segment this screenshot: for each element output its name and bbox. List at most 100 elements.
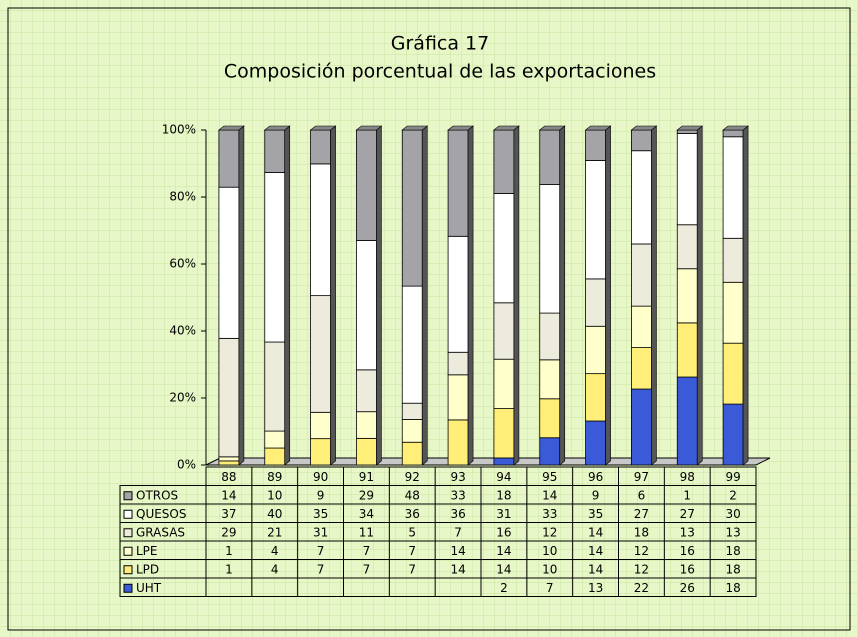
bar-segment (401, 419, 423, 443)
bar-side (284, 125, 291, 466)
bar-side (330, 125, 336, 466)
table-value: 33 (450, 488, 465, 502)
bar-segment (356, 411, 377, 439)
x-tick-label: 91 (359, 470, 374, 484)
table-value: 16 (680, 562, 695, 576)
bar-top (722, 125, 749, 131)
bar-segment (310, 129, 331, 165)
chart-border (7, 7, 851, 631)
bar-segment (264, 341, 286, 432)
bar-top (538, 125, 566, 131)
x-tick-label: 88 (221, 470, 236, 484)
table-value: 35 (588, 507, 603, 521)
table-value: 14 (450, 562, 465, 576)
bar-segment (310, 438, 331, 466)
bar-segment (585, 278, 606, 327)
legend-key (123, 509, 133, 519)
bar-segment (310, 295, 331, 413)
table-value: 31 (496, 507, 511, 521)
bar-segment (401, 441, 423, 466)
table-value: 48 (405, 488, 420, 502)
table-value: 10 (542, 544, 557, 558)
table-value: 1 (683, 488, 691, 502)
bar-segment (722, 136, 744, 239)
bar-segment (539, 184, 561, 314)
legend-key (123, 546, 133, 556)
table-value: 36 (405, 507, 420, 521)
table-value: 29 (221, 525, 236, 539)
bar-segment (264, 172, 286, 343)
table-value: 14 (496, 562, 511, 576)
bar-top (584, 125, 612, 131)
table-value: 40 (267, 507, 282, 521)
bar-segment (493, 129, 515, 194)
bar-segment (401, 402, 423, 420)
bar-segment (493, 302, 515, 360)
table-value: 7 (317, 562, 325, 576)
table-value: 18 (725, 562, 740, 576)
bar-segment (676, 224, 698, 270)
y-tick-label: 20% (169, 391, 196, 405)
bar-segment (539, 129, 561, 185)
table-value: 16 (680, 544, 695, 558)
table-value: 14 (588, 525, 603, 539)
bar-segment (218, 337, 240, 458)
x-tick-label: 95 (542, 470, 557, 484)
y-tick-label: 80% (169, 190, 196, 204)
bar-top (263, 125, 291, 131)
bar-top (493, 125, 520, 131)
x-tick-label: 90 (313, 470, 328, 484)
bar-segment (401, 285, 423, 404)
table-value: 1 (225, 544, 233, 558)
bar-segment (722, 403, 744, 466)
bar-segment (676, 129, 698, 134)
legend-label: LPD (136, 562, 159, 576)
bar-segment (676, 132, 698, 226)
bar-segment (447, 351, 469, 376)
bar-segment (676, 268, 698, 324)
x-tick-label: 92 (405, 470, 420, 484)
bar-segment (585, 373, 606, 422)
bar-top (447, 125, 474, 131)
table-value: 2 (500, 581, 508, 595)
y-tick-label: 0% (177, 458, 196, 472)
bar-segment (356, 369, 377, 413)
table-value: 13 (680, 525, 695, 539)
table-value: 6 (638, 488, 646, 502)
table-value: 4 (271, 562, 279, 576)
table-value: 37 (221, 507, 236, 521)
table-value: 14 (450, 544, 465, 558)
bar-segment (585, 420, 606, 466)
table-value: 34 (359, 507, 374, 521)
bar-side (651, 125, 657, 466)
table-value: 18 (725, 581, 740, 595)
x-tick-label: 98 (680, 470, 695, 484)
table-value: 18 (634, 525, 649, 539)
table-value: 13 (725, 525, 740, 539)
bar-segment (631, 129, 652, 152)
legend-key (123, 528, 133, 538)
bar-segment (218, 186, 240, 339)
bar-segment (218, 460, 240, 466)
table-value: 12 (634, 544, 649, 558)
table-value: 35 (313, 507, 328, 521)
bar-side (605, 125, 611, 466)
bar-segment (585, 160, 606, 280)
table-value: 7 (408, 544, 416, 558)
x-tick-label: 99 (725, 470, 740, 484)
table-value: 18 (725, 544, 740, 558)
table-value: 31 (313, 525, 328, 539)
bar-segment (493, 358, 515, 409)
table-value: 7 (454, 525, 462, 539)
table-value: 27 (634, 507, 649, 521)
bar-top (401, 125, 429, 131)
bar-top (630, 125, 658, 131)
bar-top (676, 125, 704, 131)
bar-segment (356, 129, 377, 241)
table-value: 16 (496, 525, 511, 539)
y-tick-label: 40% (169, 324, 196, 338)
legend-label: UHT (136, 581, 162, 595)
table-value: 1 (225, 562, 233, 576)
